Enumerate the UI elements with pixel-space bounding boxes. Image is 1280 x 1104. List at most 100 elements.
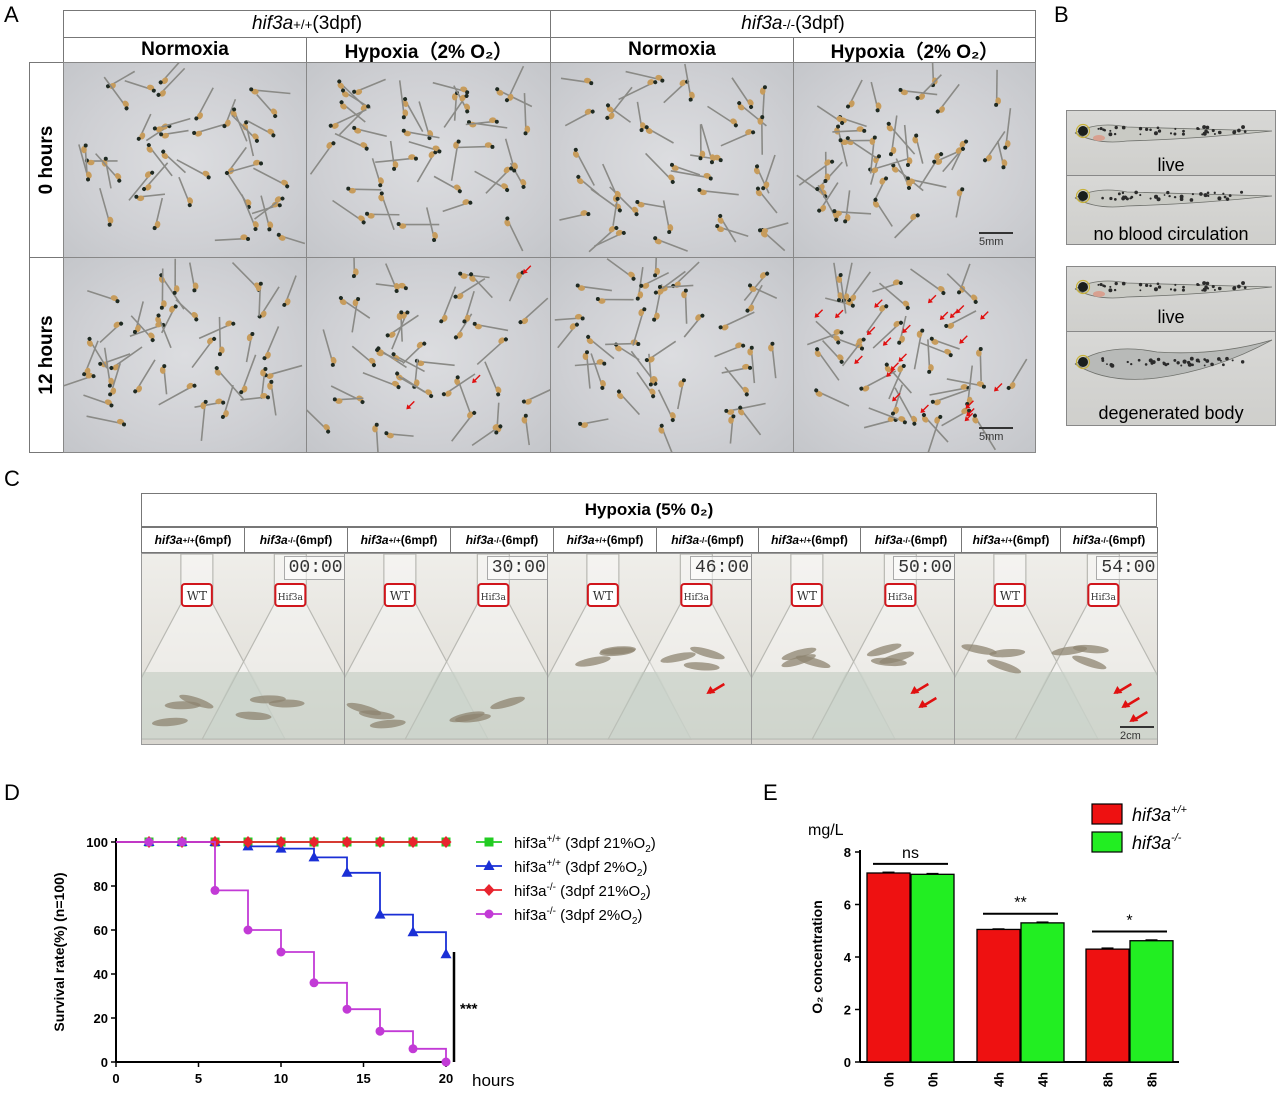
data-point [309, 978, 319, 988]
larva-caption: degenerated body [1098, 403, 1244, 423]
data-point [374, 836, 386, 848]
larva [485, 166, 514, 194]
y-tick-label: 20 [94, 1011, 108, 1026]
x-tick-label: 20 [439, 1071, 453, 1086]
larva [605, 86, 633, 120]
larva [557, 322, 579, 349]
red-arrow [472, 374, 481, 384]
timer-readout: 50:00 [893, 556, 954, 580]
larvae-photo-wt-normoxia-12h [63, 257, 307, 453]
larva [663, 79, 690, 104]
larva [220, 384, 234, 419]
larva [582, 350, 591, 389]
larva [99, 321, 124, 343]
larva [575, 283, 612, 292]
genotype-sup: -/- [782, 16, 796, 32]
fish [490, 696, 526, 710]
larva [402, 341, 427, 365]
flask-label: WT [180, 583, 213, 607]
larva [255, 281, 263, 317]
data-point [407, 926, 419, 937]
larva [921, 413, 949, 443]
data-point [484, 837, 494, 847]
flask-label: WT [790, 583, 823, 607]
genotype-header: hif3a -/- (6mpf) [860, 527, 962, 553]
larva [872, 279, 903, 293]
x-tick-label: 4h [992, 1072, 1007, 1087]
larva [198, 320, 236, 340]
larva [721, 363, 753, 374]
larva [439, 286, 457, 324]
larva [560, 77, 594, 86]
flask-label: Hif3a [883, 583, 916, 607]
fish [249, 695, 286, 704]
larva [941, 407, 972, 427]
bar [1085, 948, 1130, 1063]
y-tick-label: 60 [94, 923, 108, 938]
larva [402, 97, 424, 132]
larva [814, 347, 840, 381]
larva [375, 154, 418, 164]
larva [443, 93, 469, 128]
larva [351, 345, 376, 368]
larva [1003, 108, 1012, 150]
data-point [408, 1044, 418, 1054]
data-point [177, 837, 187, 847]
y-axis-label: Survival rate(%) (n=100) [51, 872, 67, 1031]
larva [888, 363, 906, 400]
y-tick-label: 6 [844, 898, 851, 913]
larva [822, 339, 844, 364]
larva [720, 129, 756, 147]
larva [82, 340, 99, 377]
larva [653, 270, 686, 295]
larva [338, 296, 371, 319]
flask: Hif3a [404, 554, 548, 740]
larva [683, 313, 705, 338]
larvae-photo-wt-normoxia-0h [63, 62, 307, 258]
larva [602, 163, 621, 201]
larva [81, 143, 88, 175]
larva [897, 315, 907, 345]
larva [644, 340, 677, 363]
larva [996, 140, 1008, 170]
larva-image-live-2: live [1066, 266, 1276, 332]
x-tick-label: 5 [195, 1071, 202, 1086]
red-arrow [955, 305, 965, 314]
red-arrow [920, 404, 929, 414]
timer-readout: 46:00 [689, 556, 751, 580]
timer-readout: 00:00 [283, 556, 345, 580]
larva [847, 271, 872, 302]
larva [146, 143, 173, 177]
larva [95, 153, 122, 183]
larva [385, 263, 400, 293]
larva [935, 83, 960, 114]
data-point [275, 836, 287, 848]
svg-text:WT: WT [796, 589, 816, 603]
legend-label: hif3a+/+ (3dpf 2%O2) [514, 858, 647, 879]
larva [484, 361, 502, 397]
svg-text:WT: WT [187, 589, 207, 603]
larva [684, 63, 695, 102]
larva [64, 372, 96, 390]
larva [389, 140, 399, 171]
larva [677, 378, 686, 410]
genotype-sup: +/+ [293, 16, 313, 32]
larva [504, 216, 524, 252]
larva [408, 141, 442, 154]
larva [868, 407, 907, 425]
y-tick-label: 80 [94, 879, 108, 894]
red-arrow [874, 299, 883, 308]
fish [690, 646, 726, 660]
flask: Hif3a [201, 554, 345, 740]
larva [456, 142, 495, 149]
data-point [440, 836, 452, 848]
larva [504, 138, 518, 173]
red-arrow [959, 335, 968, 344]
stage-label: (3dpf) [312, 13, 363, 34]
svg-text:Hif3a: Hif3a [887, 593, 913, 603]
fish [780, 654, 816, 668]
larva [758, 222, 789, 235]
larva [841, 337, 866, 367]
larva [396, 310, 404, 342]
data-point [483, 884, 495, 896]
